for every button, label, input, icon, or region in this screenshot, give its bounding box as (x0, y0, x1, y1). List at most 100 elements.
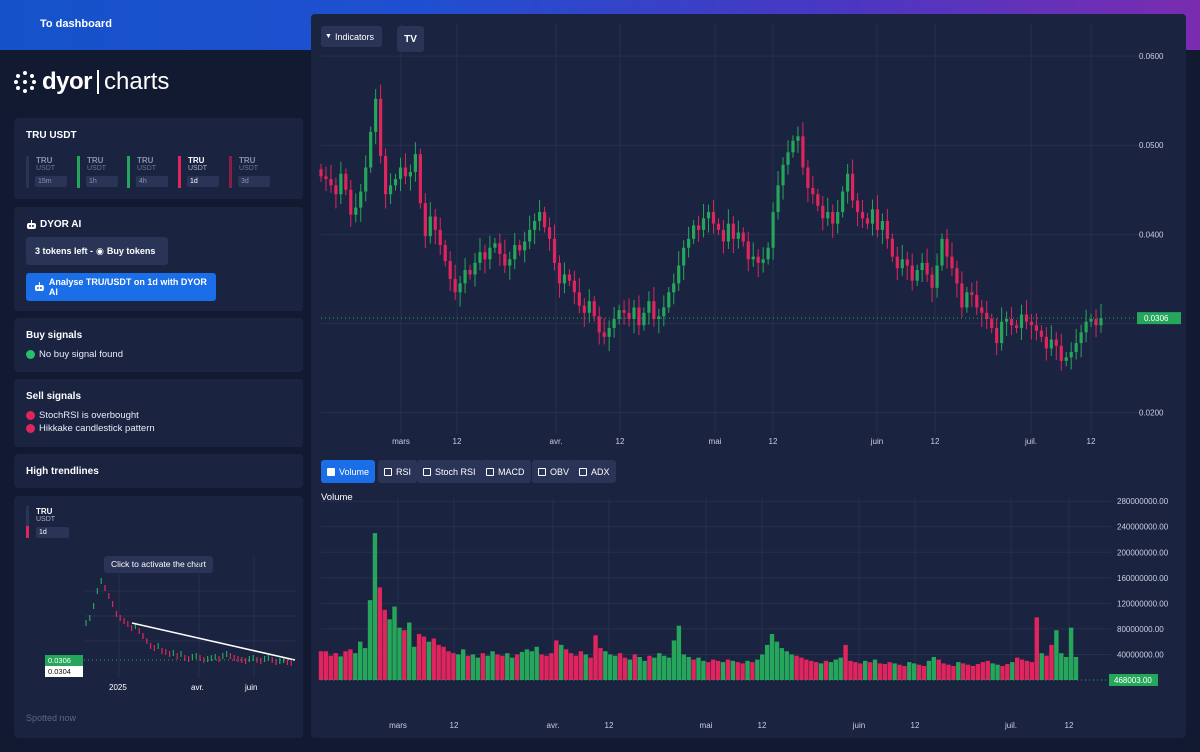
candle-body (503, 253, 507, 266)
mini-symbol: TRU (36, 507, 53, 516)
mini-trendline (131, 622, 296, 661)
candle-body (746, 241, 750, 260)
candle-body (582, 305, 586, 313)
volume-bar-chart[interactable]: 280000000.00 240000000.00 200000000.00 1600… (311, 484, 1186, 738)
volume-bar (666, 657, 672, 680)
x-tick-label: avr. (550, 437, 563, 446)
last-volume-badge (1109, 674, 1158, 686)
toggle-rsi[interactable]: RSI (378, 460, 418, 483)
candle-body (1039, 330, 1043, 337)
volume-bar (1014, 657, 1020, 680)
tradingview-button[interactable]: TV (397, 26, 424, 52)
trendline-mini-card[interactable]: TRU USDT 1d Click to activate the chart … (14, 496, 303, 738)
analyse-ai-button[interactable]: Analyse TRU/USDT on 1d with DYOR AI (26, 273, 216, 301)
candle-body (458, 283, 462, 293)
mini-quote: USDT (36, 516, 56, 523)
candle-body (880, 220, 885, 230)
volume-bar (936, 659, 941, 680)
volume-bar (598, 648, 603, 680)
volume-bar (892, 663, 897, 680)
candle-body (607, 327, 611, 337)
candle-body (617, 310, 621, 320)
volume-bar (970, 665, 976, 680)
candle-body (806, 167, 810, 188)
volume-tick-label: 280000000.00 (1117, 497, 1169, 506)
checkbox-icon (579, 467, 587, 476)
toggle-stoch-rsi[interactable]: Stoch RSI (417, 460, 482, 483)
mini-price-white: 0.0304 (45, 666, 83, 677)
alert-icon (26, 424, 35, 433)
candle-body (677, 265, 681, 284)
candle-body (547, 227, 552, 239)
dyor-charts-logo[interactable]: dyor charts (14, 67, 169, 97)
candle-body (418, 154, 422, 204)
candle-body (468, 270, 472, 275)
logo-suffix: charts (104, 68, 170, 95)
timeframe-1h[interactable]: TRU USDT 1h (77, 154, 121, 188)
timeframe-interval: 1h (86, 176, 118, 187)
candle-body (657, 316, 661, 320)
to-dashboard-link[interactable]: To dashboard (40, 18, 112, 30)
candle-body (1024, 314, 1029, 322)
volume-bar (652, 657, 657, 680)
volume-tick-label: 120000000.00 (1117, 599, 1169, 608)
volume-bar (1010, 662, 1015, 680)
volume-bar (627, 659, 633, 680)
candle-body (736, 232, 740, 239)
price-candlestick-chart[interactable]: 0.0600 0.0500 0.0400 0.0200 mars 12 avr. 12 mai 1… (311, 14, 1186, 454)
buy-tokens-button[interactable]: 3 tokens left - ◉ Buy tokens (26, 237, 168, 265)
volume-bar (789, 654, 794, 680)
timeframe-1d[interactable]: TRU USDT 1d (178, 154, 222, 188)
toggle-obv[interactable]: OBV (532, 460, 576, 483)
candle-body (518, 245, 522, 251)
mini-price-green: 0.0306 (45, 655, 83, 666)
candle-body (706, 212, 711, 219)
volume-bar (426, 641, 432, 680)
trendlines-header-card[interactable]: High trendlines (14, 454, 303, 488)
candle-body (1014, 325, 1019, 328)
toggle-adx[interactable]: ADX (573, 460, 616, 483)
candle-body (811, 188, 815, 195)
timeframe-3d[interactable]: TRU USDT 3d (229, 154, 273, 188)
candle-body (766, 247, 770, 260)
candle-body (1074, 343, 1078, 352)
candle-body (637, 307, 641, 326)
candle-body (701, 218, 706, 230)
volume-bar (480, 653, 485, 680)
candle-body (1034, 325, 1039, 331)
candle-body (597, 316, 601, 333)
timeframe-15m[interactable]: TRU USDT 15m (26, 154, 70, 188)
volume-bar (843, 644, 848, 680)
candle-body (870, 209, 875, 224)
volume-bar (794, 655, 799, 680)
candle-body (841, 191, 845, 213)
mini-interval: 1d (36, 527, 69, 538)
candle-body (453, 278, 457, 293)
volume-x-tick-label: mars (389, 721, 407, 730)
volume-bar (539, 654, 544, 680)
toggle-macd[interactable]: MACD (480, 460, 531, 483)
toggle-volume[interactable]: Volume (321, 460, 376, 483)
candle-body (826, 212, 830, 219)
candle-body (895, 256, 899, 269)
volume-x-tick-label: avr. (547, 721, 560, 730)
volume-bar (818, 663, 824, 680)
volume-bar (701, 660, 706, 680)
volume-bar (436, 644, 441, 680)
candle-body (960, 283, 964, 308)
timeframe-4h[interactable]: TRU USDT 4h (127, 154, 171, 188)
volume-bar (823, 660, 829, 680)
volume-bar (377, 587, 383, 680)
indicators-button[interactable]: ▼ Indicators (321, 26, 382, 47)
last-price-label: 0.0306 (1144, 314, 1169, 323)
volume-bar (411, 646, 417, 680)
mini-trendline-chart[interactable] (14, 496, 303, 696)
candle-body (716, 223, 721, 230)
candle-body (388, 185, 393, 195)
candle-body (478, 252, 482, 263)
volume-bar (402, 630, 407, 680)
candle-body (557, 262, 562, 284)
candle-body (756, 256, 760, 263)
volume-x-tick-label: juil. (1004, 721, 1017, 730)
candle-body (473, 262, 477, 275)
